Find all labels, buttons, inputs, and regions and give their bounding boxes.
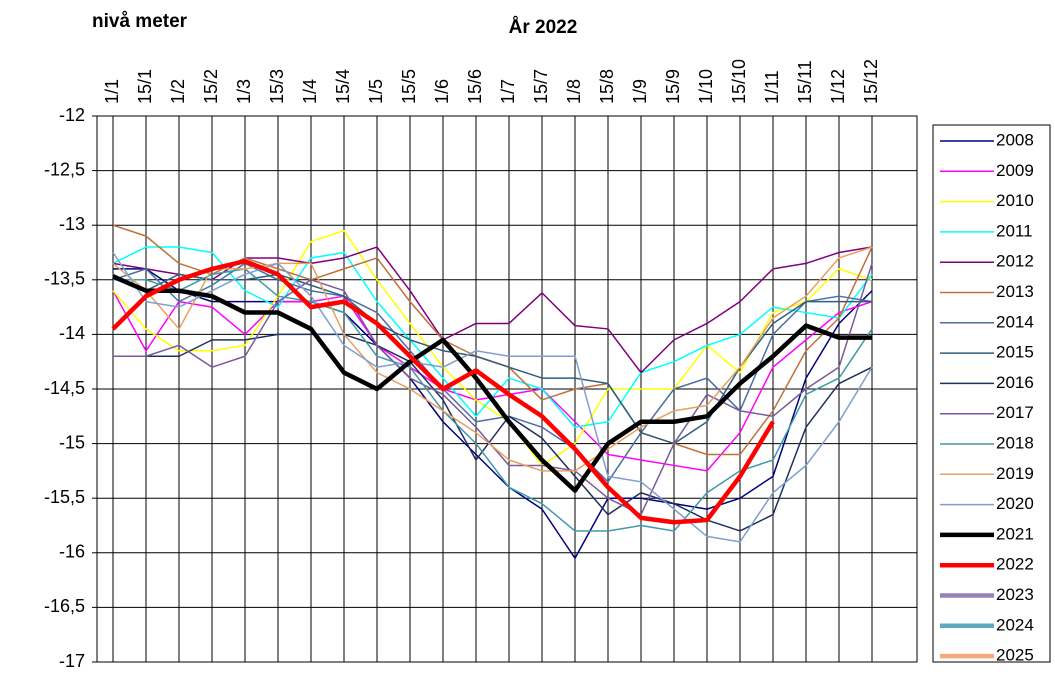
series-line [112,252,873,543]
series-line [112,229,873,467]
y-tick-label: -17 [59,651,85,671]
x-tick-label: 15/5 [399,69,419,104]
series-line [113,268,873,560]
legend-label: 2015 [996,343,1034,362]
x-tick-label: 15/3 [267,69,287,104]
series-line [112,274,872,493]
legend-label: 2012 [996,252,1034,271]
x-tick-label: 1/4 [300,79,320,104]
legend-label: 2014 [996,312,1034,331]
legend-label: 2021 [996,524,1034,543]
x-tick-label: 15/7 [531,69,551,104]
legend-label: 2020 [996,494,1034,513]
x-tick-label: 15/11 [795,60,815,104]
x-tick-label: 1/8 [564,79,584,104]
y-tick-label: -14 [59,323,85,343]
x-tick-label: 1/7 [498,79,518,104]
y-tick-label: -12,5 [44,159,85,179]
legend-label: 2011 [996,221,1033,240]
x-tick-label: 15/12 [861,59,881,104]
y-tick-label: -15,5 [44,487,85,507]
legend-label: 2013 [996,282,1034,301]
x-tick-label: 1/2 [168,79,188,104]
legend-label: 2009 [996,161,1034,180]
legend-label: 2024 [996,615,1034,634]
series-line [112,246,873,472]
legend-label: 2018 [996,433,1034,452]
legend-label: 2025 [996,646,1034,665]
x-tick-label: 1/3 [234,79,254,104]
y-tick-label: -15 [59,432,85,452]
y-tick-label: -16 [59,542,85,562]
y-tick-label: -12 [59,105,85,125]
series-line [113,333,873,532]
series-line [111,258,775,525]
x-tick-label: 1/11 [762,70,782,104]
x-tick-label: 15/9 [663,69,683,104]
x-tick-label: 15/2 [201,69,221,104]
x-tick-label: 15/4 [333,69,353,104]
legend-label: 2008 [996,130,1034,149]
series-line [112,262,873,483]
x-tick-label: 1/10 [696,69,716,104]
x-tick-label: 15/6 [465,69,485,104]
x-tick-label: 15/8 [597,69,617,104]
x-tick-label: 1/1 [102,79,122,104]
y-tick-label: -13,5 [44,269,85,289]
legend-label: 2016 [996,373,1034,392]
legend-label: 2010 [996,191,1034,210]
x-tick-label: 1/5 [366,79,386,104]
x-tick-label: 15/1 [135,69,155,104]
y-axis-title: nivå meter [92,11,188,32]
y-tick-label: -14,5 [44,378,85,398]
y-tick-label: -16,5 [44,596,85,616]
legend-label: 2022 [996,555,1034,574]
x-tick-label: 1/9 [630,79,650,104]
legend-box [932,124,1051,663]
legend-label: 2017 [996,403,1034,422]
legend-label: 2023 [996,585,1034,604]
chart-title: År 2022 [509,17,578,38]
x-tick-label: 15/10 [729,59,749,104]
y-tick-label: -13 [59,214,85,234]
legend-label: 2019 [996,464,1034,483]
x-tick-label: 1/12 [828,69,848,104]
x-tick-label: 1/6 [432,79,452,104]
